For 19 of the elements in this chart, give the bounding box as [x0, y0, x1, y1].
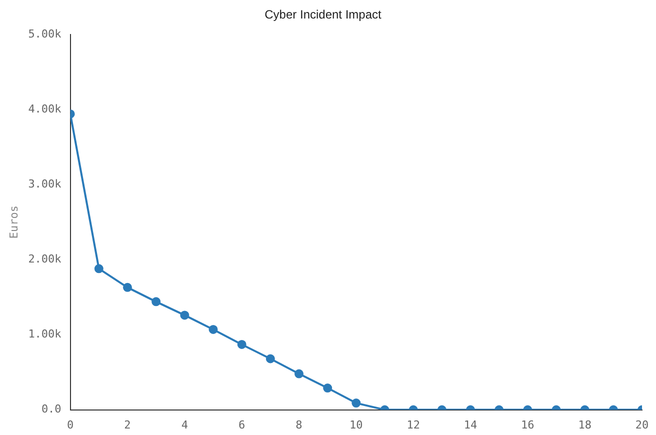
y-axis-title: Euros — [7, 206, 20, 239]
x-tick-label: 20 — [635, 418, 649, 432]
y-tick-label: 1.00k — [28, 328, 62, 341]
y-tick-label: 4.00k — [28, 102, 62, 116]
y-tick-label: 2.00k — [28, 252, 62, 266]
x-tick-label: 4 — [181, 418, 188, 432]
x-tick-label: 18 — [578, 418, 592, 432]
x-tick-label: 6 — [238, 418, 246, 432]
x-tick-label: 14 — [464, 418, 478, 432]
x-tick-label: 12 — [406, 418, 420, 432]
x-tick-label: 2 — [124, 418, 131, 432]
y-tick-label: 0.0 — [41, 402, 62, 416]
chart-title: Cyber Incident Impact — [264, 8, 382, 22]
x-tick-label: 10 — [350, 418, 363, 432]
y-tick-label: 3.00k — [28, 177, 62, 190]
y-tick-label: 5.00k — [28, 27, 62, 40]
x-tick-label: 16 — [521, 418, 534, 432]
x-tick-label: 8 — [296, 418, 302, 432]
x-tick-label: 0 — [67, 418, 74, 432]
